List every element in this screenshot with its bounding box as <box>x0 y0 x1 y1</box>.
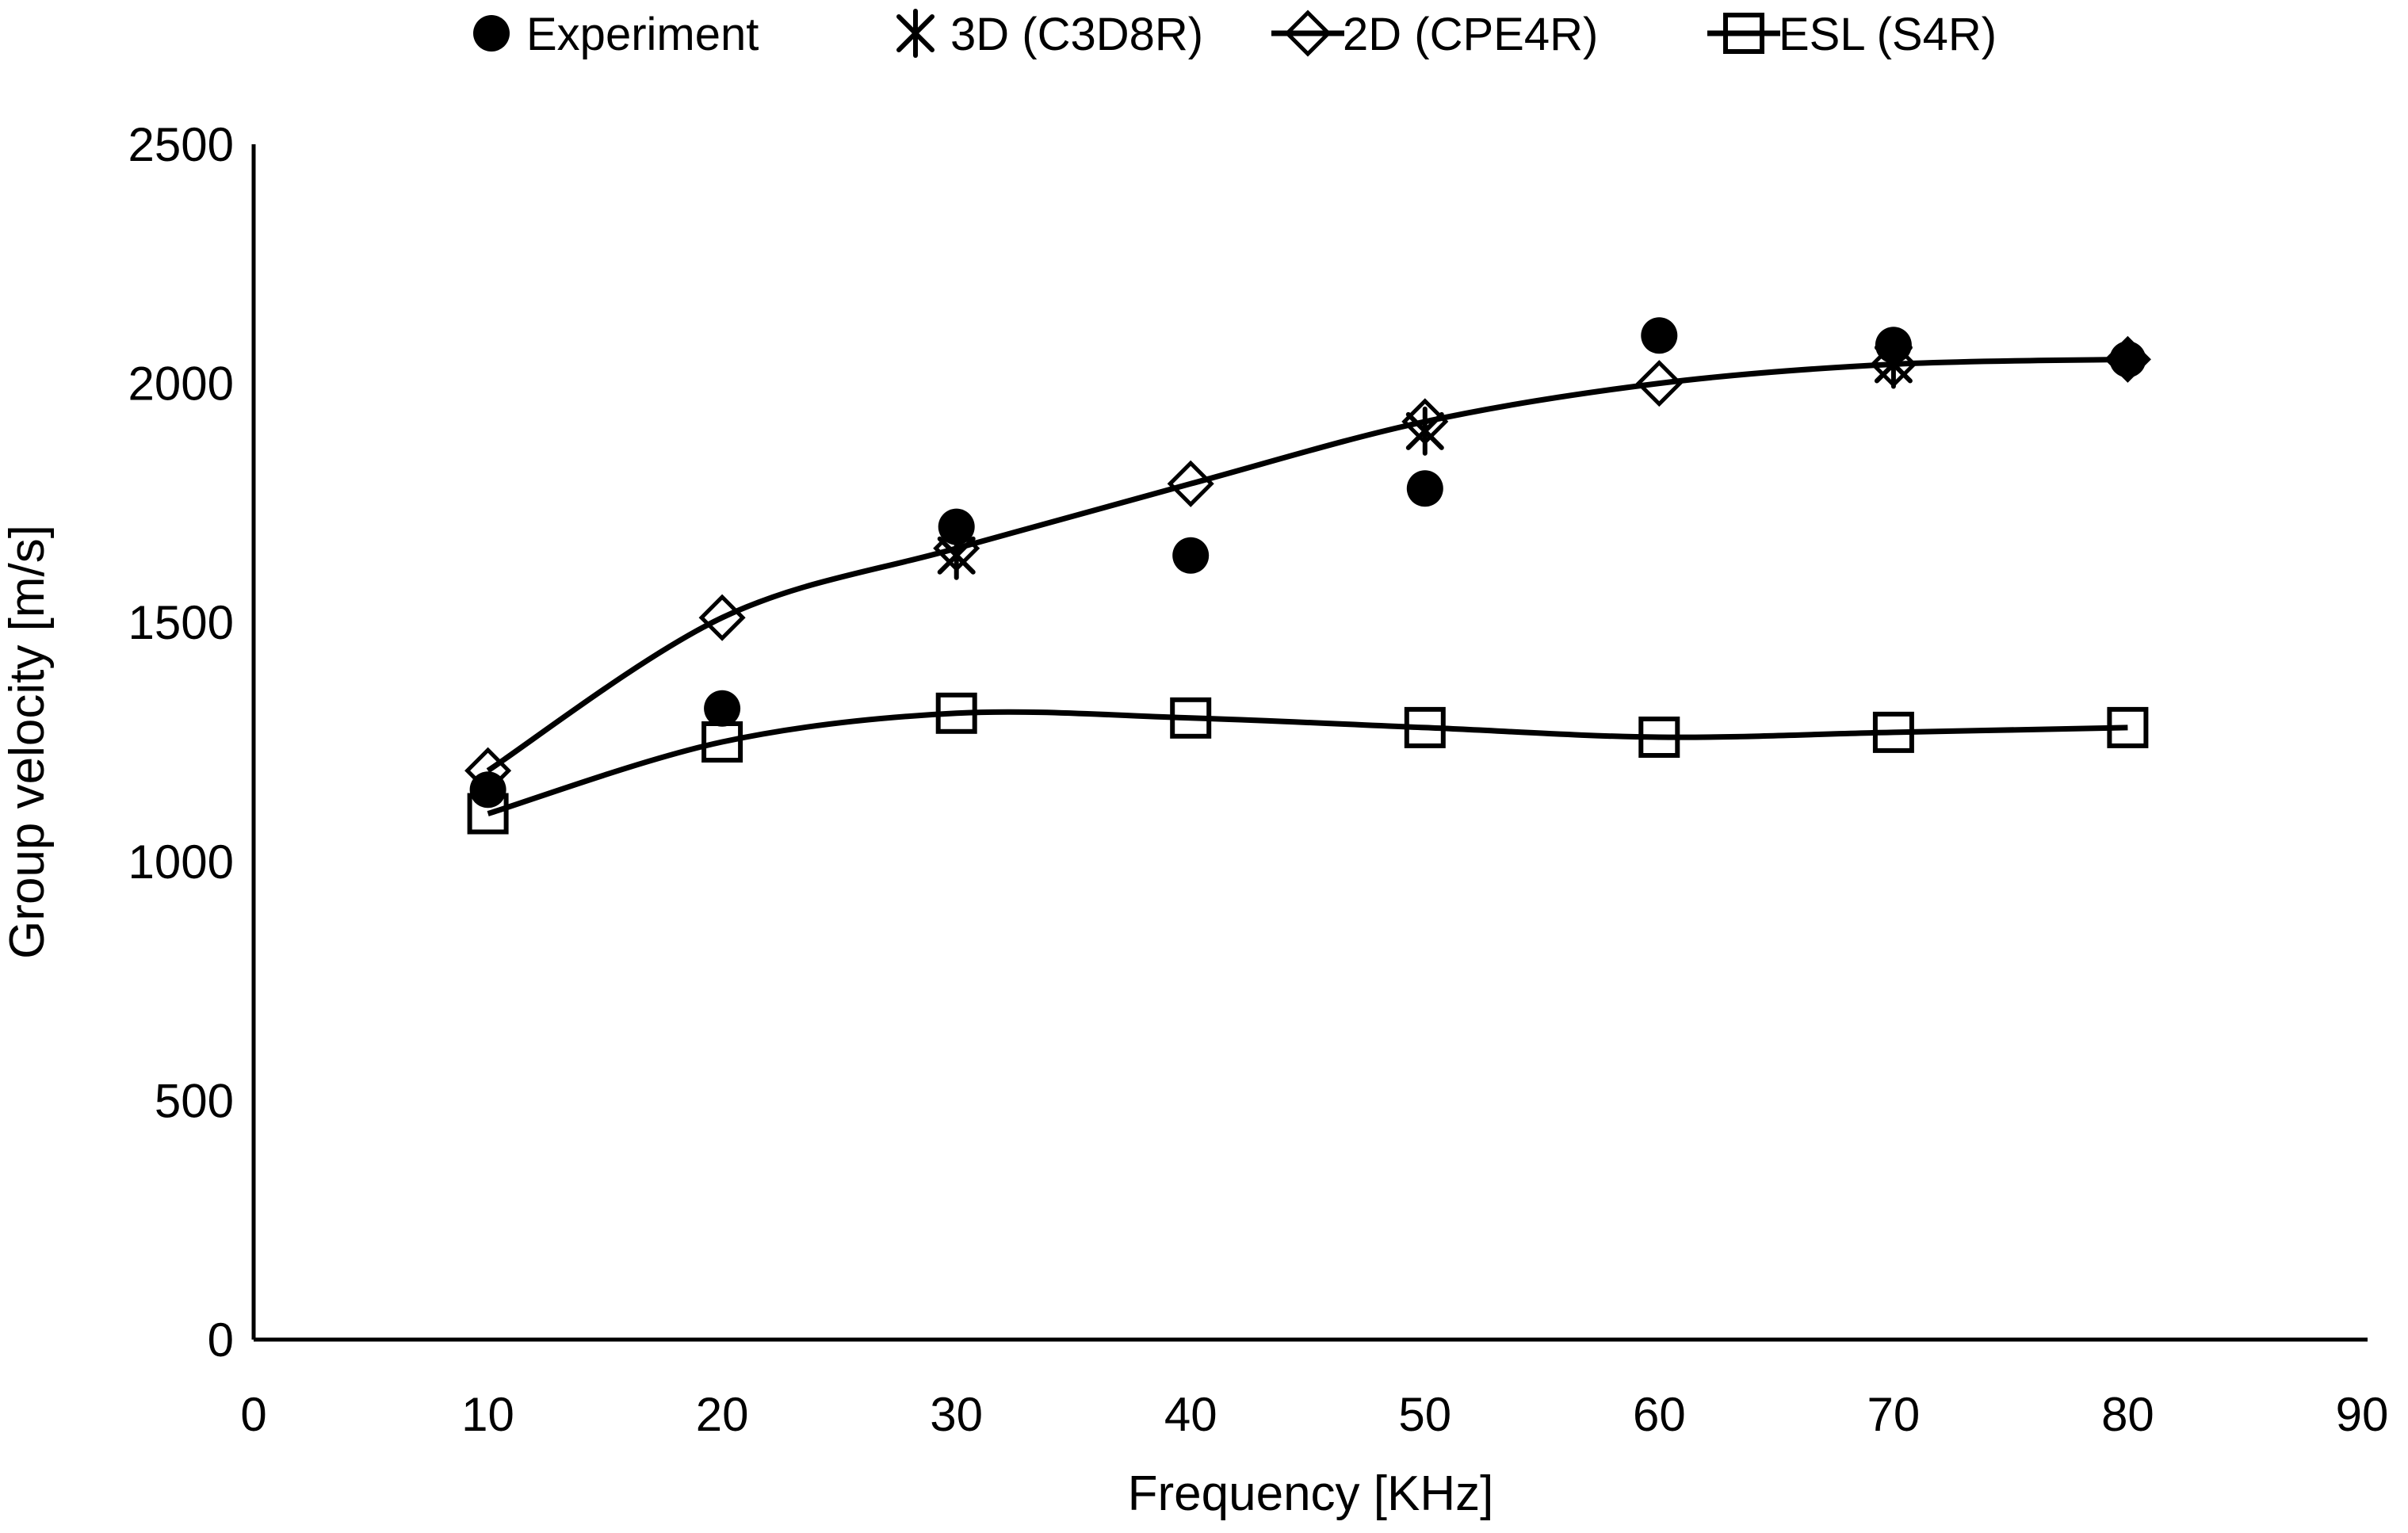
x-tick-label: 70 <box>1867 1388 1921 1441</box>
square-marker <box>1170 697 1212 739</box>
y-axis-title: Group velocity [m/s] <box>0 525 55 959</box>
x-tick-label: 40 <box>1164 1388 1217 1441</box>
experiment-marker <box>1406 470 1443 507</box>
x-tick-label: 20 <box>696 1388 749 1441</box>
square-marker <box>935 692 977 734</box>
experiment-marker <box>469 771 506 809</box>
legend-label: 2D (CPE4R) <box>1343 9 1598 60</box>
square-marker <box>1638 717 1680 758</box>
y-tick-label: 1500 <box>128 596 234 649</box>
y-tick-label: 2000 <box>128 357 234 411</box>
square-marker <box>1723 13 1764 54</box>
y-tick-label: 0 <box>208 1313 234 1367</box>
diamond-marker <box>1167 460 1214 507</box>
series-curve <box>487 709 2128 816</box>
chart-legend: Experiment 3D (C3D8R) 2D (CPE4R) ESL (S4R) <box>473 9 1997 60</box>
legend-item-esl-s4r-: ESL (S4R) <box>1707 9 1997 60</box>
x-tick-label: 90 <box>2336 1388 2389 1441</box>
experiment-marker <box>1875 327 1912 364</box>
x-tick-label: 80 <box>2101 1388 2154 1441</box>
legend-item-2d-cpe4r-: 2D (CPE4R) <box>1271 9 1598 60</box>
y-tick-label: 500 <box>155 1074 234 1127</box>
y-tick-label: 1000 <box>128 835 234 889</box>
legend-item-3d-c3d8r-: 3D (C3D8R) <box>896 9 1203 60</box>
experiment-marker <box>1172 537 1210 574</box>
diamond-marker <box>1284 10 1332 57</box>
series-experiment <box>469 317 2146 809</box>
series-curve <box>486 356 2128 774</box>
experiment-marker <box>1641 317 1678 354</box>
x-tick-label: 10 <box>461 1388 514 1441</box>
asterisk-marker <box>896 9 935 58</box>
plot-axes: 0 500 1000 1500 2000 2500 0 10 20 30 40 50 60 70 80 90 F… <box>0 118 2388 1521</box>
diamond-marker <box>698 594 746 641</box>
legend-label: Experiment <box>526 9 759 60</box>
x-axis-title: Frequency [KHz] <box>1128 1466 1494 1521</box>
x-tick-label: 60 <box>1633 1388 1686 1441</box>
asterisk-marker <box>1405 406 1444 456</box>
series-3d-c3d8r- <box>937 339 1913 580</box>
diamond-marker <box>1635 360 1683 407</box>
y-tick-label: 2500 <box>128 118 234 171</box>
square-marker <box>2107 706 2149 748</box>
x-tick-label: 50 <box>1398 1388 1451 1441</box>
legend-label: 3D (C3D8R) <box>950 9 1203 60</box>
experiment-marker <box>473 15 510 52</box>
x-tick-label: 0 <box>240 1388 266 1441</box>
x-tick-label: 30 <box>930 1388 983 1441</box>
plot-series <box>464 317 2151 835</box>
square-marker <box>1872 711 1914 753</box>
experiment-marker <box>704 690 741 727</box>
square-marker <box>1404 706 1446 748</box>
legend-label: ESL (S4R) <box>1779 9 1997 60</box>
legend-item-experiment: Experiment <box>473 9 759 60</box>
experiment-marker <box>938 508 975 545</box>
experiment-marker <box>2109 341 2146 378</box>
